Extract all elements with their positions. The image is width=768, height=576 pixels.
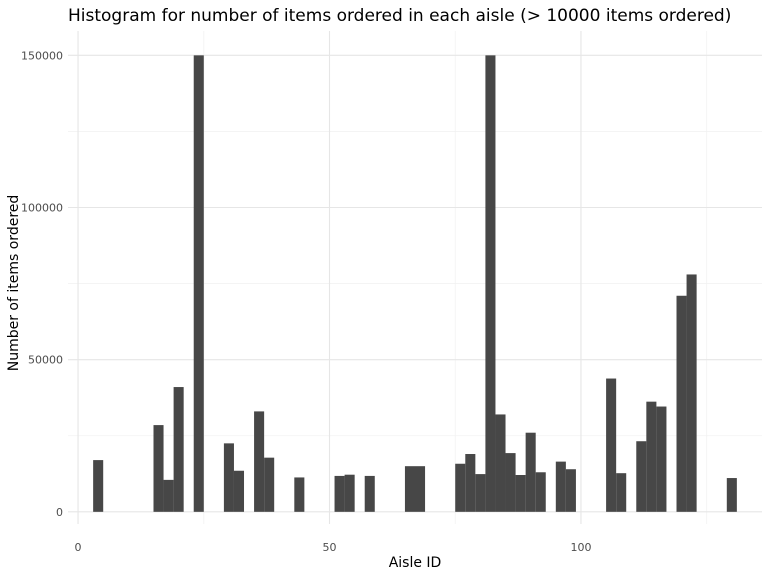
histogram-bar xyxy=(495,414,506,512)
histogram-bar xyxy=(334,475,345,512)
histogram-bar xyxy=(475,474,486,512)
x-tick-label: 50 xyxy=(323,541,337,554)
x-tick-label: 0 xyxy=(75,541,82,554)
histogram-bar xyxy=(364,475,375,512)
histogram-bar xyxy=(606,378,617,512)
y-tick-label: 100000 xyxy=(21,202,63,215)
histogram-bar xyxy=(555,461,566,512)
x-axis-title: Aisle ID xyxy=(389,555,442,571)
histogram-bar xyxy=(676,295,687,512)
y-tick-label: 0 xyxy=(56,506,63,519)
y-tick-labels: 0 50000 100000 150000 xyxy=(21,49,63,518)
histogram-bar xyxy=(294,477,305,512)
histogram-bar xyxy=(686,274,697,512)
y-tick-label: 150000 xyxy=(21,49,63,62)
bars xyxy=(93,55,737,512)
histogram-bar xyxy=(163,479,174,512)
histogram-bar xyxy=(616,473,627,512)
x-tick-label: 100 xyxy=(570,541,591,554)
chart-title: Histogram for number of items ordered in… xyxy=(68,6,731,26)
y-tick-label: 50000 xyxy=(28,354,63,367)
histogram-bar xyxy=(223,443,234,512)
histogram-bar xyxy=(525,432,536,512)
histogram-bar xyxy=(254,411,265,512)
histogram-bar xyxy=(535,472,546,512)
histogram-bar xyxy=(636,441,647,512)
histogram-bar xyxy=(264,457,275,512)
histogram-bar xyxy=(646,401,657,512)
histogram-bar xyxy=(505,453,516,512)
x-tick-labels: 0 50 100 xyxy=(75,541,592,554)
histogram-bar xyxy=(93,460,104,512)
histogram-bar xyxy=(565,469,576,512)
histogram-bar xyxy=(404,466,415,512)
histogram-bar xyxy=(193,55,204,512)
histogram-bar xyxy=(455,463,466,512)
histogram-bar xyxy=(153,425,164,512)
histogram-bar xyxy=(415,466,426,512)
histogram-bar xyxy=(173,387,184,512)
histogram-bar xyxy=(515,475,526,512)
y-axis-title: Number of items ordered xyxy=(6,195,22,372)
histogram-bar xyxy=(656,406,667,512)
histogram-bar xyxy=(726,478,737,512)
histogram-bar xyxy=(485,55,496,512)
histogram-bar xyxy=(344,474,355,512)
histogram-bar xyxy=(465,454,476,512)
histogram-bar xyxy=(233,470,245,512)
